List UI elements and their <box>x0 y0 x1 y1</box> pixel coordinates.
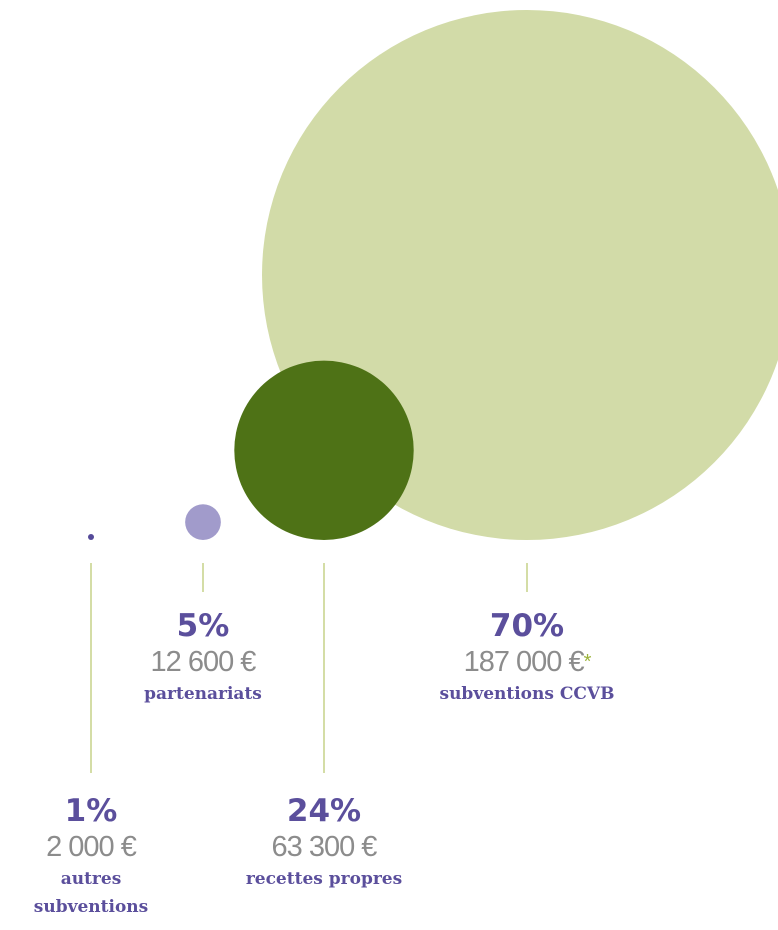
share-label: 5% <box>176 608 230 644</box>
amount-label: 187 000 €* <box>397 644 657 680</box>
amount-label: 63 300 € <box>204 829 444 865</box>
footnote-mark: * <box>583 651 592 673</box>
share-label: 1% <box>64 793 118 829</box>
label-group: 5% 12 600 € partenariats <box>83 608 323 708</box>
amount-text: 2 000 € <box>46 831 137 863</box>
share-label: 70% <box>489 608 565 644</box>
amount-label: 2 000 € <box>16 829 166 865</box>
amount-text: 12 600 € <box>150 646 257 678</box>
bubble <box>185 504 221 540</box>
category-label: subventions CCVB <box>439 684 615 704</box>
label-group: 70% 187 000 €* subventions CCVB <box>397 608 657 708</box>
share-label: 24% <box>286 793 362 829</box>
category-label: partenariats <box>144 684 262 704</box>
bubble <box>234 360 414 540</box>
amount-label: 12 600 € <box>83 644 323 680</box>
category-label: recettes propres <box>245 869 403 889</box>
category-label: autres subventions <box>33 869 149 917</box>
amount-text: 187 000 € <box>463 646 585 678</box>
amount-text: 63 300 € <box>271 831 378 863</box>
label-group: 24% 63 300 € recettes propres <box>204 793 444 893</box>
bubble <box>88 534 94 540</box>
label-group: 1% 2 000 € autres subventions <box>16 793 166 921</box>
